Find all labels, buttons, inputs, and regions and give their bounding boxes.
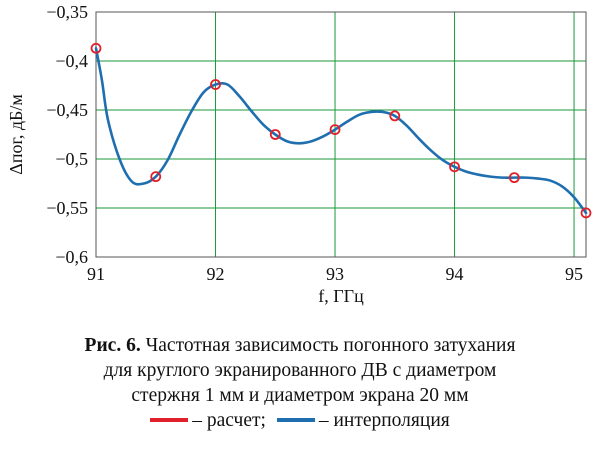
data-point-calc	[329, 124, 341, 136]
series-line-interpolation	[94, 46, 588, 215]
data-point-calc	[508, 172, 520, 184]
y-axis-title: Δпог, дБ/м	[6, 94, 26, 174]
x-tick-label: 94	[446, 264, 464, 284]
caption-text-1: Частотная зависимость погонного затухани…	[140, 335, 516, 356]
y-tick-label: −0,55	[46, 198, 88, 218]
x-tick-label: 93	[326, 264, 344, 284]
grid	[96, 12, 586, 257]
legend-swatch-interp	[276, 418, 315, 423]
y-tick-label: −0,45	[46, 100, 88, 120]
figure-label: Рис. 6.	[84, 335, 141, 356]
y-tick-label: −0,5	[55, 149, 88, 169]
x-tick-label: 92	[207, 264, 225, 284]
data-point-calc	[580, 207, 592, 219]
x-tick-label: 95	[565, 264, 583, 284]
figure-caption: Рис. 6. Частотная зависимость погонного …	[0, 333, 600, 433]
plot-frame	[95, 11, 587, 258]
legend-label-calc: – расчет;	[192, 410, 266, 431]
caption-line-3: стержня 1 мм и диаметром экрана 20 мм	[131, 385, 469, 406]
data-point-calc	[389, 110, 401, 122]
x-axis-ticks: 91 92 93 94 95	[87, 264, 583, 284]
caption-line-2: для круглого экранированного ДВ с диамет…	[103, 360, 497, 381]
y-tick-label: −0,4	[55, 51, 88, 71]
data-point-calc	[449, 161, 460, 173]
y-axis-ticks: −0,35 −0,4 −0,45 −0,5 −0,55 −0,6	[46, 2, 88, 267]
caption-line-1: Рис. 6. Частотная зависимость погонного …	[0, 333, 600, 358]
y-tick-label: −0,6	[55, 247, 88, 267]
x-axis-title: f, ГГц	[318, 286, 364, 306]
y-tick-label: −0,35	[46, 2, 88, 22]
series-markers	[90, 42, 592, 219]
x-tick-label: 91	[87, 264, 105, 284]
legend-label-interp: – интерполяция	[318, 410, 450, 431]
data-point-calc	[269, 129, 281, 140]
chart: −0,35 −0,4 −0,45 −0,5 −0,55 −0,6 91 92 93 94 95 Δ…	[6, 2, 592, 306]
series-lines	[94, 46, 588, 215]
legend-swatch-calc	[150, 418, 189, 423]
data-point-calc	[150, 171, 162, 183]
data-point-calc	[210, 79, 221, 90]
caption-legend: – расчет; – интерполяция	[0, 408, 600, 433]
data-point-calc	[90, 42, 102, 54]
